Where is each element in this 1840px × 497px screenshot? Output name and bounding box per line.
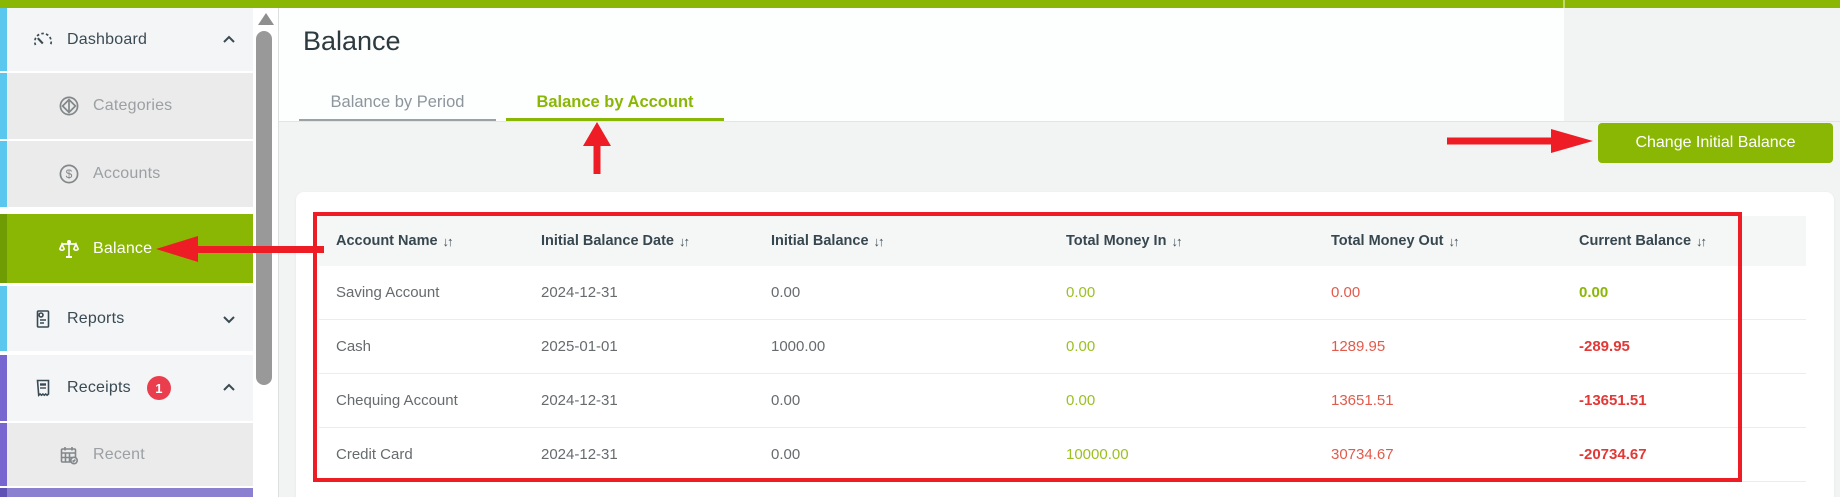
cell-current-balance: -289.95 bbox=[1579, 338, 1630, 355]
group-color-strip bbox=[0, 355, 7, 421]
cell-total-money-in: 0.00 bbox=[1066, 338, 1096, 355]
sidebar-item-label: Recent bbox=[93, 445, 145, 463]
column-header-initial-balance[interactable]: Initial Balance ↓↑ bbox=[771, 233, 885, 249]
svg-text:$: $ bbox=[66, 167, 73, 181]
sidebar-item-categories[interactable]: Categories bbox=[0, 73, 253, 139]
cell-current-balance: -13651.51 bbox=[1579, 392, 1647, 409]
cell-initial-balance-date: 2024-12-31 bbox=[541, 392, 618, 409]
cell-initial-balance-date: 2024-12-31 bbox=[541, 284, 618, 301]
cell-initial-balance: 0.00 bbox=[771, 446, 801, 463]
cell-initial-balance: 0.00 bbox=[771, 284, 801, 301]
group-color-strip bbox=[0, 73, 7, 139]
top-bar-divider bbox=[1563, 0, 1565, 8]
receipt-icon bbox=[31, 376, 55, 400]
tab-balance-by-account[interactable]: Balance by Account bbox=[506, 86, 724, 121]
group-color-strip bbox=[0, 141, 7, 207]
sidebar-item-accounts[interactable]: $ Accounts bbox=[0, 141, 253, 207]
cell-current-balance: -20734.67 bbox=[1579, 446, 1647, 463]
dollar-circle-icon: $ bbox=[57, 162, 81, 186]
group-color-strip bbox=[0, 8, 7, 71]
sidebar-item-label: Dashboard bbox=[67, 30, 148, 48]
cell-total-money-in: 0.00 bbox=[1066, 284, 1096, 301]
cell-initial-balance: 1000.00 bbox=[771, 338, 826, 355]
column-header-account-name[interactable]: Account Name ↓↑ bbox=[336, 233, 454, 249]
cell-total-money-in: 10000.00 bbox=[1066, 446, 1129, 463]
chevron-down-icon bbox=[222, 312, 236, 326]
column-header-initial-balance-date[interactable]: Initial Balance Date ↓↑ bbox=[541, 233, 690, 249]
table-row: Credit Card 2024-12-31 0.00 10000.00 307… bbox=[319, 428, 1806, 482]
sidebar-item-receipts[interactable]: Receipts 1 bbox=[0, 355, 253, 421]
cell-account-name: Saving Account bbox=[336, 284, 440, 301]
sidebar-item-dashboard[interactable]: Dashboard bbox=[0, 8, 253, 71]
sort-icon[interactable]: ↓↑ bbox=[873, 233, 885, 249]
top-accent-bar bbox=[0, 0, 1840, 8]
sidebar-item-label: Categories bbox=[93, 97, 173, 114]
sidebar-item-label: Receipts bbox=[67, 379, 131, 396]
cell-account-name: Cash bbox=[336, 338, 372, 355]
cell-total-money-out: 1289.95 bbox=[1331, 338, 1386, 355]
cell-total-money-in: 0.00 bbox=[1066, 392, 1096, 409]
chevron-up-icon bbox=[222, 381, 236, 395]
report-icon bbox=[31, 307, 55, 331]
column-header-current-balance[interactable]: Current Balance ↓↑ bbox=[1579, 233, 1707, 249]
cell-account-name: Chequing Account bbox=[336, 392, 458, 409]
main-content: Balance Balance by Period Balance by Acc… bbox=[278, 8, 1840, 497]
gauge-icon bbox=[31, 28, 55, 52]
cell-account-name: Credit Card bbox=[336, 446, 413, 463]
change-initial-balance-button[interactable]: Change Initial Balance bbox=[1598, 123, 1833, 163]
cell-total-money-out: 0.00 bbox=[1331, 284, 1361, 301]
sort-icon[interactable]: ↓↑ bbox=[1448, 233, 1460, 249]
table-row: Cash 2025-01-01 1000.00 0.00 1289.95 -28… bbox=[319, 320, 1806, 374]
page-header bbox=[279, 8, 1564, 121]
sidebar-item-reports[interactable]: Reports bbox=[0, 286, 253, 351]
categories-icon bbox=[57, 94, 81, 118]
tab-balance-by-period[interactable]: Balance by Period bbox=[299, 86, 496, 121]
sort-icon[interactable]: ↓↑ bbox=[442, 233, 454, 249]
group-color-strip bbox=[0, 488, 7, 497]
cell-initial-balance-date: 2025-01-01 bbox=[541, 338, 618, 355]
column-header-total-money-out[interactable]: Total Money Out ↓↑ bbox=[1331, 233, 1460, 249]
balance-table-card: Account Name ↓↑ Initial Balance Date ↓↑ In… bbox=[296, 192, 1834, 497]
group-color-strip bbox=[0, 286, 7, 351]
chevron-up-icon bbox=[222, 33, 236, 47]
table-row: Saving Account 2024-12-31 0.00 0.00 0.00… bbox=[319, 266, 1806, 320]
group-color-strip bbox=[0, 423, 7, 486]
group-color-strip bbox=[0, 214, 7, 283]
cell-total-money-out: 13651.51 bbox=[1331, 392, 1394, 409]
sidebar-item-recent[interactable]: Recent bbox=[0, 423, 253, 486]
scrollbar-up-arrow[interactable] bbox=[258, 13, 274, 25]
receipts-count-badge: 1 bbox=[146, 376, 171, 400]
sort-icon[interactable]: ↓↑ bbox=[1696, 233, 1707, 249]
calendar-check-icon bbox=[57, 443, 81, 467]
page-title: Balance bbox=[303, 26, 401, 56]
balance-by-account-table: Account Name ↓↑ Initial Balance Date ↓↑ In… bbox=[319, 216, 1806, 482]
sidebar-item-label: Accounts bbox=[93, 165, 161, 182]
sidebar-item-balance[interactable]: Balance bbox=[0, 214, 253, 283]
scales-icon bbox=[57, 237, 81, 261]
cell-initial-balance: 0.00 bbox=[771, 392, 801, 409]
column-header-total-money-in[interactable]: Total Money In ↓↑ bbox=[1066, 233, 1182, 249]
cell-initial-balance-date: 2024-12-31 bbox=[541, 446, 618, 463]
cell-total-money-out: 30734.67 bbox=[1331, 446, 1394, 463]
sidebar-scrollbar[interactable] bbox=[253, 8, 278, 497]
table-row: Chequing Account 2024-12-31 0.00 0.00 13… bbox=[319, 374, 1806, 428]
sidebar: Dashboard Categories $ bbox=[0, 8, 253, 497]
scrollbar-thumb[interactable] bbox=[256, 31, 272, 385]
table-header-row: Account Name ↓↑ Initial Balance Date ↓↑ In… bbox=[319, 216, 1806, 266]
tab-bar-divider bbox=[279, 121, 1840, 122]
sidebar-next-item-partial bbox=[0, 488, 253, 497]
cell-current-balance: 0.00 bbox=[1579, 284, 1609, 301]
sort-icon[interactable]: ↓↑ bbox=[1171, 233, 1182, 249]
sort-icon[interactable]: ↓↑ bbox=[678, 233, 690, 249]
sidebar-item-label: Reports bbox=[67, 309, 125, 327]
sidebar-item-label: Balance bbox=[93, 239, 153, 257]
